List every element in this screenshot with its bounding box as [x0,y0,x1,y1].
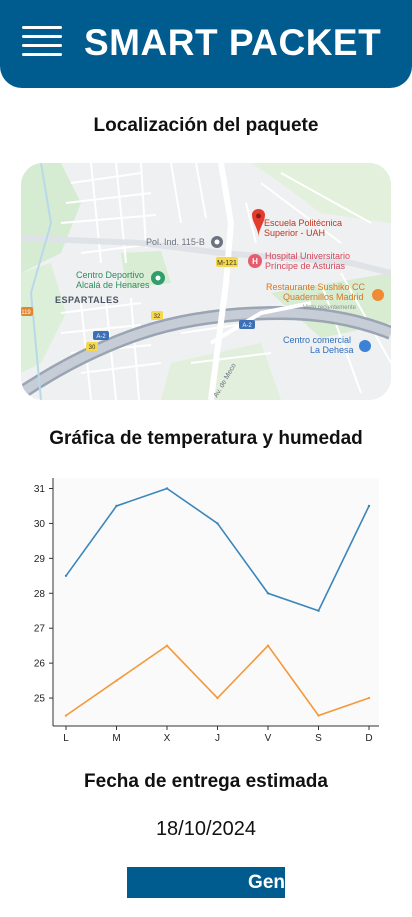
map-label-poligono: Pol. Ind. 115-B [146,237,205,247]
generate-button[interactable]: Gen [127,867,285,898]
x-tick-label: D [365,733,372,744]
map-label-escuela-1: Escuela Politécnica [264,218,342,228]
app-title: SMART PACKET [84,22,382,63]
road-label-a2-left: A-2 [96,334,106,340]
series-2-point [266,644,270,647]
y-tick-label: 27 [34,624,46,635]
svg-text:H: H [252,257,258,266]
location-heading: Localización del paquete [93,115,319,136]
series-1-point [266,592,270,595]
x-tick-label: M [112,733,120,744]
series-1-point [367,504,371,508]
y-tick-label: 25 [34,694,46,705]
delivery-date: 18/10/2024 [155,818,257,840]
map-label-centro-1: Centro comercial [283,335,351,345]
map-label-deportivo-1: Centro Deportivo [76,270,144,280]
series-2-point [367,696,371,700]
map-label-deportivo-2: Alcalá de Henares [76,280,150,290]
series-1-point [165,487,169,490]
series-1-point [115,504,118,508]
shopping-icon [359,340,371,352]
plot-area [53,478,379,726]
series-2-point [216,696,219,700]
x-tick-label: J [215,733,220,744]
x-tick-label: X [164,733,171,744]
map-label-restaurante-3: Visto recientemente [303,305,357,311]
chart-svg: 25 26 27 28 29 30 31 L M X J V S D [34,478,379,744]
map-canvas: M-121 A-2 A-2 32 30 119 Pol. Ind. 115-B … [21,163,391,400]
y-tick-label: 31 [34,484,46,495]
map-label-hospital-1: Hospital Universitario [265,251,350,261]
package-location-pin-icon [252,209,265,237]
x-tick-label: V [265,733,272,744]
generate-button-label: Gen [248,872,285,893]
restaurant-icon [372,289,384,301]
road-shield-m121 [216,257,238,267]
map-label-restaurante-2: Quadernillos Madrid [283,292,364,302]
series-2-point [165,644,169,647]
temperature-humidity-chart: 25 26 27 28 29 30 31 L M X J V S D [20,470,392,748]
y-tick-label: 26 [34,659,46,670]
road-label-m121: M-121 [217,260,237,267]
map-label-restaurante-1: Restaurante Sushiko CC [266,282,366,292]
chart-heading: Gráfica de temperatura y humedad [49,428,363,449]
y-tick-label: 28 [34,589,46,600]
road-label-32: 32 [154,314,161,320]
map-view[interactable]: M-121 A-2 A-2 32 30 119 Pol. Ind. 115-B … [21,163,391,400]
road-label-a2-right: A-2 [242,323,252,329]
delivery-heading: Fecha de entrega estimada [84,771,328,792]
road-label-119: 119 [21,310,31,316]
map-label-hospital-2: Príncipe de Asturias [265,261,346,271]
series-1-point [64,574,68,578]
road-label-30: 30 [89,345,96,351]
y-tick-label: 29 [34,554,46,565]
map-label-espartales: ESPARTALES [55,295,119,305]
series-2-point [64,714,68,717]
hamburger-menu-icon[interactable] [22,26,62,58]
series-1-point [317,609,320,612]
map-label-centro-2: La Dehesa [310,345,354,355]
app-header: SMART PACKET [0,0,412,88]
series-2-point [115,679,118,682]
map-label-escuela-2: Superior - UAH [264,228,325,238]
x-tick-label: S [315,733,322,744]
series-1-point [216,522,219,525]
series-2-point [317,714,320,717]
hospital-icon [248,254,262,268]
x-tick-label: L [63,733,69,744]
y-tick-label: 30 [34,519,46,530]
